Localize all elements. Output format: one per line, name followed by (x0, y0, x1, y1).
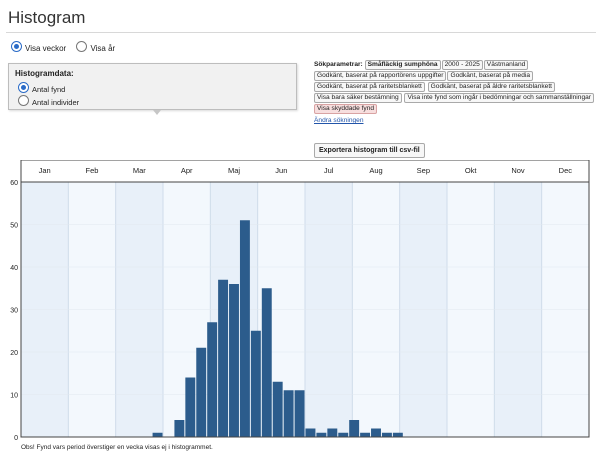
search-parameters: Sökparametrar: Småfläckig sumphöna 2000 -… (314, 60, 598, 127)
histogram-bar (360, 432, 371, 437)
histogram-bar (207, 322, 218, 437)
param-chip-species: Småfläckig sumphöna (364, 60, 441, 70)
panel-caret-icon (153, 110, 161, 115)
histogram-bar (349, 420, 360, 437)
histogram-bar (229, 284, 239, 437)
view-toggle: Visa veckor Visa år (11, 41, 123, 53)
histogram-bar (272, 381, 283, 437)
y-tick-label: 20 (10, 350, 18, 357)
histogram-bar (152, 432, 163, 437)
y-tick-label: 30 (10, 308, 18, 315)
month-label: Nov (511, 166, 525, 175)
histogram-bar (239, 220, 250, 437)
count-findings-label: Antal fynd (32, 85, 66, 94)
month-header (20, 160, 590, 183)
histogram-data-panel: Histogramdata: Antal fynd Antal individe… (8, 63, 297, 110)
month-label: Apr (181, 166, 193, 175)
histogram-bar (392, 432, 403, 437)
plot-frame (20, 181, 590, 438)
radio-unselected-icon[interactable] (76, 41, 88, 52)
view-weeks-option[interactable]: Visa veckor (11, 41, 67, 53)
count-individuals-label: Antal individer (32, 98, 80, 107)
histogram-bar (338, 432, 349, 437)
histogram-bar (316, 432, 327, 437)
y-tick-label: 60 (10, 180, 18, 187)
param-chip-protected: Visa skyddade fynd (314, 104, 378, 114)
histogram-bar (185, 377, 196, 437)
month-label: Jul (324, 166, 334, 175)
y-tick-label: 10 (10, 393, 18, 400)
param-chip-filter: Visa bara säker bestämning (314, 93, 402, 103)
histogram-bar (294, 390, 305, 437)
param-chip-filter: Godkänt, baserat på äldre raritetsblanke… (427, 82, 555, 92)
month-label: Jan (39, 166, 51, 175)
y-tick-label: 50 (10, 223, 18, 230)
y-tick-label: 0 (14, 435, 18, 442)
page-title: Histogram (8, 8, 86, 27)
histogram-bar (218, 279, 229, 437)
radio-unselected-icon[interactable] (18, 95, 29, 106)
view-years-label: Visa år (90, 44, 116, 53)
month-label: Sep (417, 166, 430, 175)
month-label: Feb (86, 166, 99, 175)
param-chip-period: 2000 - 2025 (441, 60, 483, 70)
count-individuals-option[interactable]: Antal individer (18, 95, 79, 107)
histogram-bar (327, 428, 338, 437)
param-chip-filter: Godkänt, baserat på raritetsblankett (314, 82, 425, 92)
month-label: Jun (275, 166, 287, 175)
histogram-bar (196, 347, 207, 437)
param-chip-region: Västmanland (483, 60, 529, 70)
month-label: Okt (465, 166, 478, 175)
month-label: Maj (228, 166, 240, 175)
histogram-chart: Jan Feb Mar Apr Maj Jun Jul Aug Sep Okt Nov Dec 0 10 2… (10, 160, 590, 442)
view-years-option[interactable]: Visa år (76, 41, 116, 53)
histogram-data-heading: Histogramdata: (15, 69, 74, 78)
param-chip-filter: Visa inte fynd som ingår i bedömningar o… (404, 93, 594, 103)
radio-selected-icon[interactable] (11, 41, 22, 52)
histogram-bar (261, 288, 272, 437)
month-label: Dec (559, 166, 573, 175)
histogram-bar (283, 390, 294, 437)
histogram-bar (371, 428, 381, 437)
export-csv-button[interactable]: Exportera histogram till csv-fil (314, 143, 425, 158)
footnote: Obs! Fynd vars period överstiger en veck… (21, 444, 213, 451)
search-parameters-label: Sökparametrar: (314, 61, 363, 68)
month-label: Aug (369, 166, 382, 175)
histogram-bar (305, 428, 316, 437)
title-divider (6, 32, 596, 33)
histogram-bar (250, 330, 261, 437)
month-label: Mar (133, 166, 146, 175)
param-chip-filter: Godkänt, baserat på media (447, 71, 534, 81)
view-weeks-label: Visa veckor (25, 44, 67, 53)
radio-selected-icon[interactable] (18, 82, 29, 93)
param-chip-filter: Godkänt, baserat på rapportörens uppgift… (314, 71, 447, 81)
histogram-bar (381, 432, 392, 437)
histogram-bar (174, 420, 185, 437)
count-findings-option[interactable]: Antal fynd (18, 82, 65, 94)
y-tick-label: 40 (10, 265, 18, 272)
change-search-link[interactable]: Ändra sökningen (314, 117, 364, 124)
